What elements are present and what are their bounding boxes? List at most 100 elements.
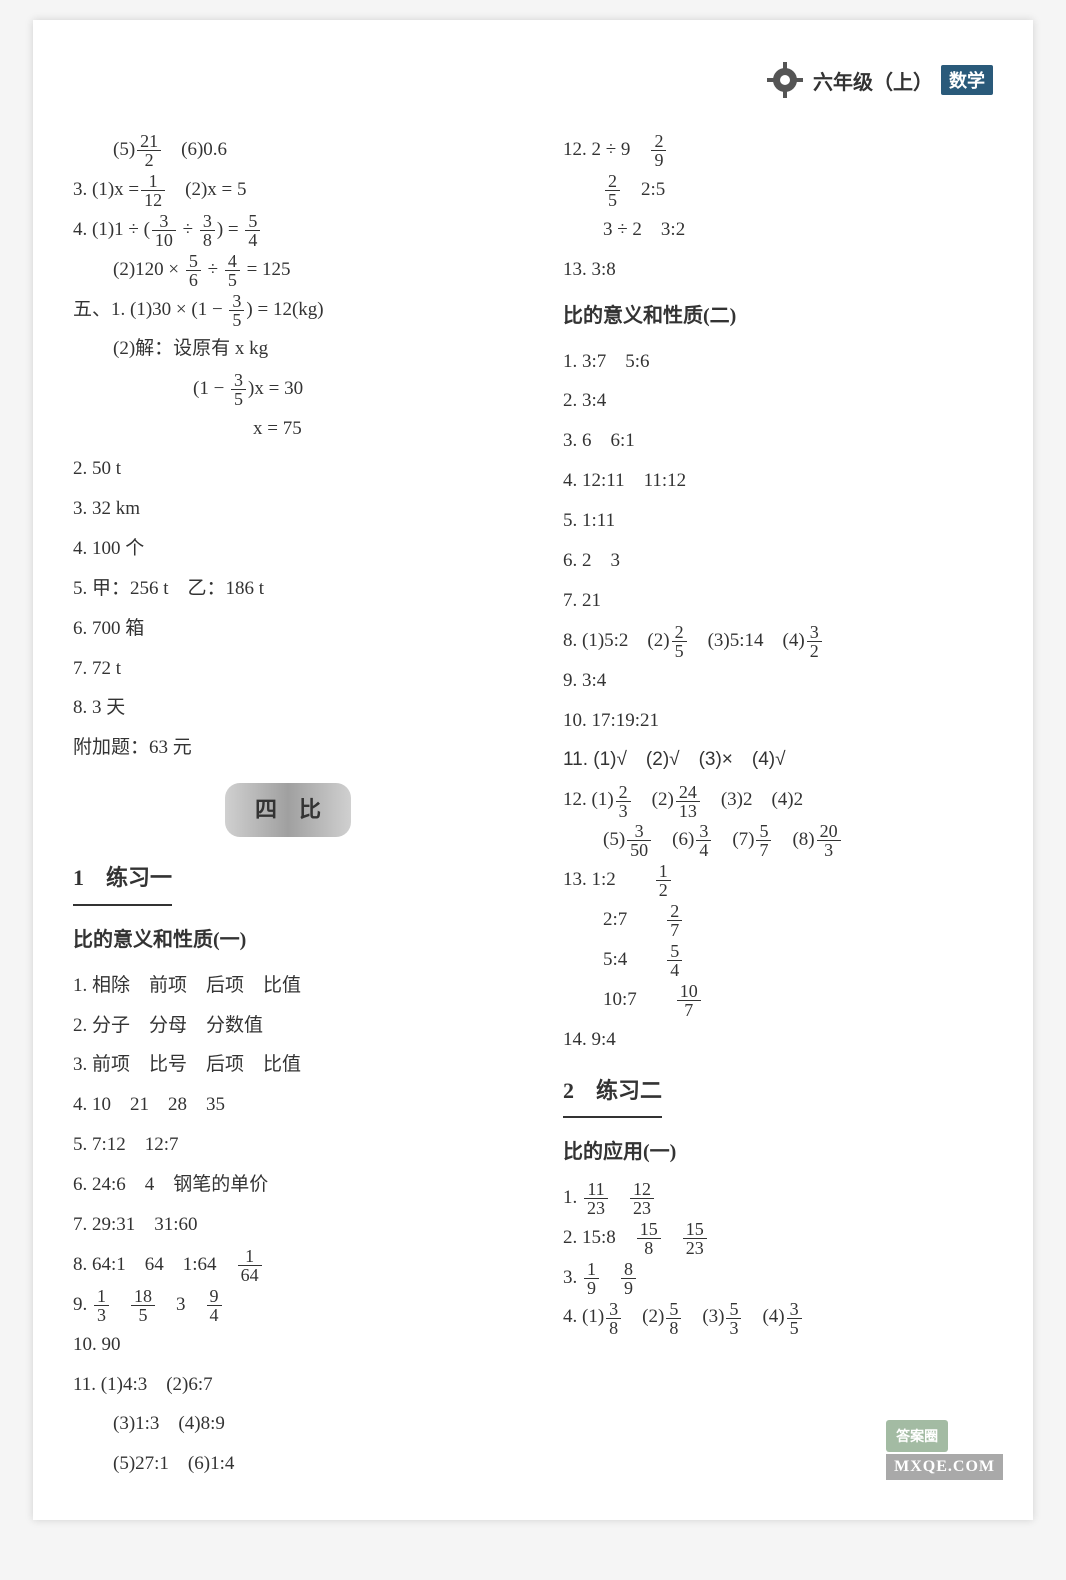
answer-line: (2)解：设原有 x kg [113, 329, 503, 369]
text: 3. 32 km [73, 498, 140, 519]
answer-line: (5)27:1 (6)1:4 [113, 1444, 503, 1484]
text: 8. (1)5:2 (2) [563, 630, 670, 651]
answer-line: 1. 相除 前项 后项 比值 [73, 966, 503, 1006]
text: (5) [603, 829, 625, 850]
text: (2) [623, 1306, 664, 1327]
fraction: 2413 [676, 783, 700, 820]
answer-line: 6. 24:6 4 钢笔的单价 [73, 1165, 503, 1205]
text: 1. [563, 1187, 582, 1208]
text: 8. 3 天 [73, 697, 125, 718]
text: (2) [633, 789, 674, 810]
text: 10. 17:19:21 [563, 710, 659, 731]
answer-line: 9. 3:4 [563, 661, 993, 701]
fraction: 12 [656, 862, 671, 899]
answer-line: 7. 29:31 31:60 [73, 1205, 503, 1245]
text: 五、1. (1)30 × (1 − [73, 299, 227, 320]
text: 3 ÷ 2 3:2 [603, 219, 685, 240]
fraction: 112 [141, 172, 165, 209]
text: (8) [773, 829, 814, 850]
text: (5) [113, 139, 135, 160]
answer-line: 2. 分子 分母 分数值 [73, 1006, 503, 1046]
answer-line: 11. (1)4:3 (2)6:7 [73, 1365, 503, 1405]
fraction: 29 [651, 132, 666, 169]
answer-line: 5. 7:12 12:7 [73, 1125, 503, 1165]
answer-line: (3)1:3 (4)8:9 [113, 1404, 503, 1444]
grade-label: 六年级（上） [813, 66, 933, 95]
answer-line: 25 2:5 [603, 170, 993, 210]
text: 3 [157, 1294, 205, 1315]
fraction: 350 [627, 822, 651, 859]
section-header: 四 比 [73, 783, 503, 837]
text: 2. 50 t [73, 458, 121, 479]
answer-line: 4. (1)38 (2)58 (3)53 (4)35 [563, 1297, 993, 1337]
fraction: 54 [667, 942, 682, 979]
text: 4. 10 21 28 35 [73, 1094, 225, 1115]
answer-line: 4. (1)1 ÷ (310 ÷ 38) = 54 [73, 210, 503, 250]
text: (3)2 (4)2 [702, 789, 803, 810]
answer-line: 2. 3:4 [563, 381, 993, 421]
text: 12. (1) [563, 789, 614, 810]
answer-line: 4. 100 个 [73, 529, 503, 569]
text: (5)27:1 (6)1:4 [113, 1453, 234, 1474]
header-badge: 六年级（上） 数学 [765, 60, 993, 100]
answer-line: (2)120 × 56 ÷ 45 = 125 [113, 250, 503, 290]
answer-line: 3. 32 km [73, 489, 503, 529]
answer-line: 10. 17:19:21 [563, 701, 993, 741]
right-column: 12. 2 ÷ 9 29 25 2:5 3 ÷ 2 3:2 13. 3:8 比的… [563, 130, 993, 1484]
left-column: (5)212(6)0.6 3. (1)x =112(2)x = 5 4. (1)… [73, 130, 503, 1484]
text: ÷ [178, 219, 198, 240]
text: 7. 29:31 31:60 [73, 1214, 198, 1235]
fraction: 89 [621, 1260, 636, 1297]
text: 11. (1)√ (2)√ (3)× (4)√ [563, 749, 786, 770]
fraction: 164 [238, 1247, 262, 1284]
text: 7. 21 [563, 590, 601, 611]
text: ÷ [203, 259, 223, 280]
fraction: 38 [200, 212, 215, 249]
answer-line: 12. 2 ÷ 9 29 [563, 130, 993, 170]
text: (3) [683, 1306, 724, 1327]
fraction: 19 [584, 1260, 599, 1297]
fraction: 94 [207, 1287, 222, 1324]
answer-line: 3. (1)x =112(2)x = 5 [73, 170, 503, 210]
answer-line: 8. 64:1 64 1:64 164 [73, 1245, 503, 1285]
answer-line: 1. 3:7 5:6 [563, 342, 993, 382]
text: 3. (1)x = [73, 179, 139, 200]
text: (7) [713, 829, 754, 850]
fraction: 34 [696, 822, 711, 859]
text: )x = 30 [248, 378, 303, 399]
text: 13. 1:2 [563, 869, 654, 890]
answer-line: 2:7 27 [603, 900, 993, 940]
text: 1. 相除 前项 后项 比值 [73, 975, 301, 996]
fraction: 35 [229, 292, 244, 329]
text: 2:7 [603, 909, 665, 930]
text: 10. 90 [73, 1334, 121, 1355]
exercise-label: 1 练习一 [73, 855, 172, 905]
text: 4. (1) [563, 1306, 604, 1327]
answer-line: 5:4 54 [603, 940, 993, 980]
text: (6) [653, 829, 694, 850]
answer-line: 7. 21 [563, 581, 993, 621]
answer-line: 1. 11231223 [563, 1178, 993, 1218]
text: 5:4 [603, 949, 665, 970]
fraction: 1123 [584, 1180, 608, 1217]
answer-line: 13. 1:2 12 [563, 860, 993, 900]
text: (4) [743, 1306, 784, 1327]
answer-line: 7. 72 t [73, 649, 503, 689]
answer-line: (1 − 35)x = 30 [193, 369, 503, 409]
answer-line: 8. (1)5:2 (2)25 (3)5:14 (4)32 [563, 621, 993, 661]
text: 8. 64:1 64 1:64 [73, 1254, 236, 1275]
text: 6. 24:6 4 钢笔的单价 [73, 1174, 268, 1195]
answer-line: 6. 700 箱 [73, 609, 503, 649]
answer-line: 10:7 107 [603, 980, 993, 1020]
text: ) = 12(kg) [246, 299, 323, 320]
answer-line: 3. 前项 比号 后项 比值 [73, 1045, 503, 1085]
answer-line: 4. 12:11 11:12 [563, 461, 993, 501]
text: 4. 100 个 [73, 538, 144, 559]
content-columns: (5)212(6)0.6 3. (1)x =112(2)x = 5 4. (1)… [73, 130, 993, 1484]
subject-tag: 数学 [941, 65, 993, 95]
text: = 125 [242, 259, 291, 280]
fraction: 56 [186, 252, 201, 289]
answer-line: 2. 15:8 1581523 [563, 1218, 993, 1258]
text: 6. 2 3 [563, 550, 620, 571]
text: 3. [563, 1267, 582, 1288]
